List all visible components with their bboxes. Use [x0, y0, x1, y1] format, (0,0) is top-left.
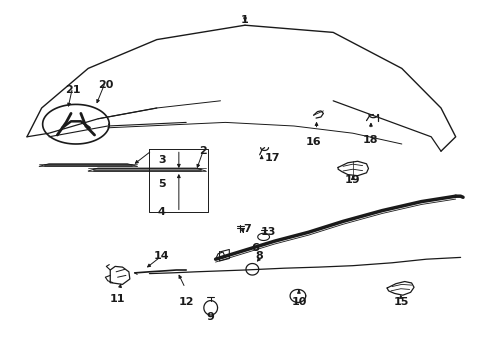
- Text: 18: 18: [362, 135, 378, 145]
- Text: 4: 4: [158, 207, 166, 217]
- Text: 17: 17: [264, 153, 280, 163]
- Text: 7: 7: [244, 224, 251, 234]
- Text: 16: 16: [306, 137, 321, 147]
- Text: 15: 15: [394, 297, 410, 307]
- Text: 2: 2: [199, 146, 207, 156]
- Text: 3: 3: [158, 155, 166, 165]
- Text: 12: 12: [178, 297, 194, 307]
- Text: 19: 19: [345, 175, 361, 185]
- Text: 8: 8: [256, 251, 264, 261]
- Text: 1: 1: [241, 15, 249, 25]
- Text: 14: 14: [154, 251, 170, 261]
- Text: 13: 13: [261, 227, 276, 237]
- Text: 11: 11: [110, 294, 125, 304]
- Text: 6: 6: [251, 243, 259, 253]
- Text: 10: 10: [291, 297, 307, 307]
- Text: 5: 5: [158, 179, 166, 189]
- Text: 20: 20: [98, 80, 113, 90]
- Text: 9: 9: [207, 312, 215, 322]
- Text: 21: 21: [65, 85, 80, 95]
